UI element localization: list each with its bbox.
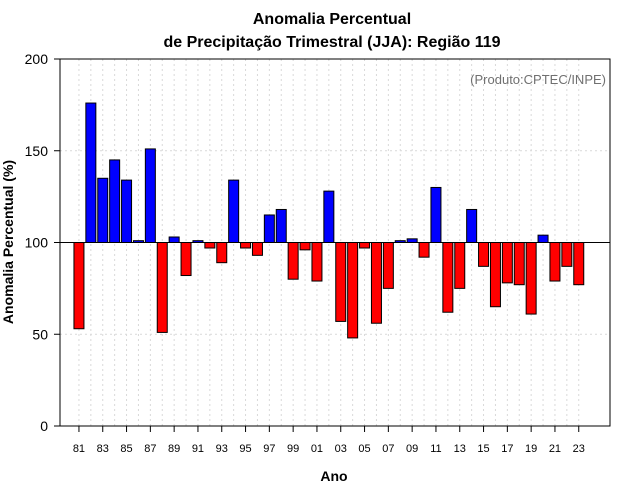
bar-22: [561, 242, 573, 267]
bar-96: [251, 242, 263, 256]
bar-09: [406, 238, 418, 244]
x-tick-label: 99: [287, 443, 299, 455]
x-tick-label: 11: [430, 443, 441, 455]
bar-05: [359, 242, 371, 249]
bar-03: [335, 242, 347, 322]
x-tick-label: 81: [73, 443, 85, 455]
y-tick-label: 150: [25, 143, 49, 159]
bar-11: [430, 186, 442, 243]
bar-90: [180, 242, 192, 277]
bar-23: [573, 242, 585, 286]
bar-04: [347, 242, 359, 339]
grid-lines: [60, 59, 610, 426]
bar-97: [263, 214, 275, 244]
bar-19: [525, 242, 537, 315]
x-axis-label: Ano: [320, 468, 347, 484]
x-tick-label: 87: [144, 443, 156, 455]
x-tick-label: 23: [573, 443, 585, 455]
bar-85: [121, 179, 133, 243]
bar-89: [168, 236, 180, 243]
bar-93: [216, 242, 228, 264]
x-tick-label: 07: [382, 443, 394, 455]
bar-10: [418, 242, 430, 258]
x-tick-label: 15: [477, 443, 489, 455]
bar-17: [501, 242, 513, 284]
x-tick-label: 13: [454, 443, 466, 455]
bar-88: [156, 242, 168, 333]
bar-13: [454, 242, 466, 289]
bar-16: [489, 242, 501, 308]
x-tick-label: 89: [168, 443, 180, 455]
bar-06: [370, 242, 382, 324]
bar-87: [144, 148, 156, 243]
bar-84: [109, 159, 121, 243]
credit-text: (Produto:CPTEC/INPE): [470, 72, 606, 87]
x-tick-label: 83: [97, 443, 109, 455]
x-axis: 81 83 85 87 89 91 93 95 97 99 01 03 05 07 09 11 13 15 17 19…: [73, 426, 585, 455]
bar-81: [73, 242, 85, 330]
chart-title-line1: Anomalia Percentual: [253, 11, 411, 28]
bar-01: [311, 242, 323, 282]
bar-02: [323, 190, 335, 243]
bar-14: [466, 208, 478, 243]
x-tick-label: 97: [263, 443, 275, 455]
x-tick-label: 03: [335, 443, 347, 455]
x-tick-label: 91: [192, 443, 204, 455]
bar-07: [382, 242, 394, 289]
bar-00: [299, 242, 311, 251]
y-tick-label: 200: [25, 51, 49, 67]
x-tick-label: 93: [216, 443, 228, 455]
y-tick-label: 0: [40, 418, 48, 434]
bars: [73, 102, 585, 339]
x-tick-label: 95: [239, 443, 251, 455]
x-tick-label: 05: [358, 443, 370, 455]
bar-18: [513, 242, 525, 286]
bar-21: [549, 242, 561, 282]
bar-98: [275, 208, 287, 243]
bar-92: [204, 242, 216, 249]
bar-83: [97, 177, 109, 243]
bar-95: [240, 242, 252, 249]
y-axis: 0 50 100 150 200: [25, 51, 60, 434]
bar-94: [228, 179, 240, 243]
y-tick-label: 50: [32, 326, 48, 342]
x-tick-label: 85: [120, 443, 132, 455]
x-tick-label: 09: [406, 443, 418, 455]
bar-15: [478, 242, 490, 267]
bar-82: [85, 102, 97, 244]
y-axis-label: Anomalia Percentual (%): [0, 160, 16, 324]
x-tick-label: 19: [525, 443, 537, 455]
x-tick-label: 21: [549, 443, 561, 455]
bar-99: [287, 242, 299, 280]
y-tick-label: 100: [25, 235, 49, 251]
x-tick-label: 17: [501, 443, 513, 455]
bar-20: [537, 234, 549, 244]
bar-12: [442, 242, 454, 313]
chart-title-line2: de Precipitação Trimestral (JJA): Região…: [163, 34, 500, 51]
x-tick-label: 01: [311, 443, 323, 455]
